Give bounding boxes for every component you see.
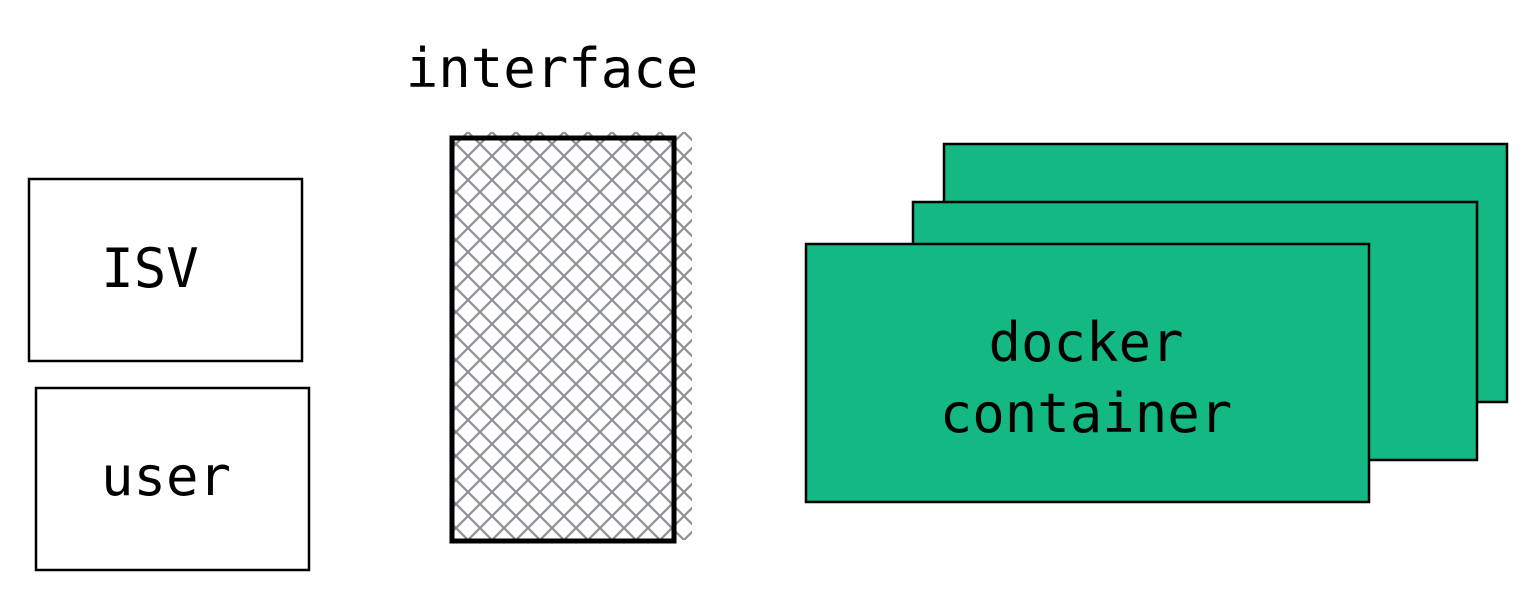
isv-box: ISV [27, 177, 304, 363]
interface-block [449, 132, 692, 544]
container-front [804, 242, 1371, 504]
docker-container-stack: docker container [804, 142, 1509, 504]
container-label-line1: docker [988, 311, 1183, 374]
user-box: user [34, 386, 311, 572]
container-label-line2: container [940, 382, 1233, 445]
user-label: user [101, 445, 231, 508]
interface-label: interface [406, 37, 699, 100]
isv-label: ISV [101, 237, 199, 300]
